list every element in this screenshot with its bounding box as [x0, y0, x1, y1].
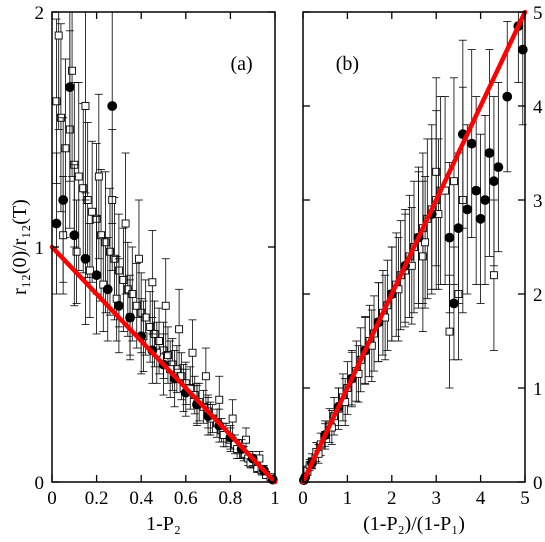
y-tick-label: 0 [533, 473, 543, 494]
data-point-circle [489, 176, 499, 187]
data-point-square [146, 322, 155, 331]
data-point-square [52, 97, 61, 106]
x-tick-label: 3 [431, 488, 441, 509]
panel-a-label: (a) [230, 53, 252, 75]
data-point-circle [480, 195, 490, 205]
data-point-circle [444, 232, 455, 243]
data-point-circle [466, 138, 477, 149]
panel-b-label: (b) [336, 53, 359, 75]
data-point-square [132, 301, 141, 310]
data-point-square [228, 414, 237, 423]
data-point-circle [484, 148, 495, 158]
data-point-square [175, 325, 184, 334]
data-point-circle [69, 230, 80, 241]
panel-b-data [298, 9, 528, 486]
x-tick-label: 0.2 [85, 488, 109, 509]
data-point-square [432, 167, 441, 176]
data-point-square [72, 247, 81, 256]
data-point-square [155, 337, 163, 345]
data-point-circle [64, 82, 75, 93]
data-point-square [421, 238, 430, 247]
data-point-square [54, 31, 63, 40]
x-tick-label: 0.8 [219, 488, 243, 509]
x-tick-label: 0.6 [174, 488, 198, 509]
x-tick-label: 2 [387, 488, 397, 509]
data-point-circle [125, 312, 135, 323]
panel-b-frame [302, 11, 526, 483]
data-point-circle [91, 270, 102, 281]
data-point-square [121, 219, 130, 228]
y-tick-label: 4 [533, 97, 543, 118]
data-point-circle [107, 101, 118, 111]
data-point-square [97, 231, 106, 240]
data-point-square [201, 372, 210, 381]
y-tick-label: 1 [533, 379, 543, 400]
data-point-square [188, 348, 197, 357]
data-point-circle [102, 284, 113, 295]
data-point-square [215, 395, 224, 404]
data-point-square [445, 327, 454, 336]
y-tick-label: 2 [35, 3, 45, 24]
fit-line [49, 244, 278, 485]
x-tick-label: 0 [298, 488, 308, 509]
data-point-square [94, 172, 103, 181]
data-point-circle [449, 298, 459, 309]
y-tick-label: 1 [35, 238, 45, 259]
panel-b-x-axis-label: (1-P₂)/(1-P₁) [363, 513, 465, 535]
panel-a: 0 0.2 0.4 0.6 0.8 1 0 1 2 (a) 1-P₂ r₁₂(0)/r₁₂(T) [9, 3, 280, 535]
data-point-square [61, 144, 70, 153]
y-tick-label: 0 [35, 473, 45, 494]
data-point-square [85, 266, 94, 275]
data-point-circle [462, 204, 473, 215]
x-tick-label: 1 [270, 488, 280, 509]
panel-a-y-axis-label: r₁₂(0)/r₁₂(T) [9, 199, 31, 295]
x-tick-label: 5 [520, 488, 530, 509]
data-point-square [79, 184, 88, 193]
data-point-square [74, 172, 83, 181]
data-point-square [106, 247, 114, 256]
y-tick-label: 3 [533, 191, 543, 212]
x-tick-label: 4 [476, 488, 486, 509]
fit-line [300, 9, 528, 485]
y-tick-label: 5 [533, 3, 543, 24]
x-tick-label: 0 [47, 488, 57, 509]
data-point-circle [80, 253, 91, 264]
panel-a-ticks: 0 0.2 0.4 0.6 0.8 1 0 1 2 [35, 3, 280, 509]
data-point-circle [517, 44, 528, 55]
data-point-circle [475, 213, 486, 224]
data-point-circle [471, 185, 482, 196]
x-tick-label: 0.4 [129, 488, 153, 509]
data-point-circle [51, 218, 62, 229]
x-tick-label: 1 [343, 488, 353, 509]
data-point-square [123, 285, 132, 294]
data-point-square [81, 102, 90, 110]
data-point-circle [58, 195, 69, 205]
data-point-square [135, 254, 143, 263]
data-point-circle [493, 162, 504, 173]
data-point-square [88, 207, 97, 216]
data-point-circle [114, 300, 124, 311]
data-point-square [489, 271, 498, 280]
data-point-square [450, 177, 458, 186]
data-point-square [101, 238, 110, 247]
data-point-square [148, 278, 157, 287]
y-tick-label: 2 [533, 285, 543, 306]
data-point-circle [502, 91, 513, 102]
panel-a-x-axis-label: 1-P₂ [146, 513, 181, 535]
data-point-square [68, 66, 77, 75]
data-point-square [418, 252, 427, 261]
data-point-square [161, 301, 170, 310]
data-point-circle [453, 223, 464, 234]
panel-a-data [49, 12, 278, 485]
data-point-square [164, 351, 172, 360]
